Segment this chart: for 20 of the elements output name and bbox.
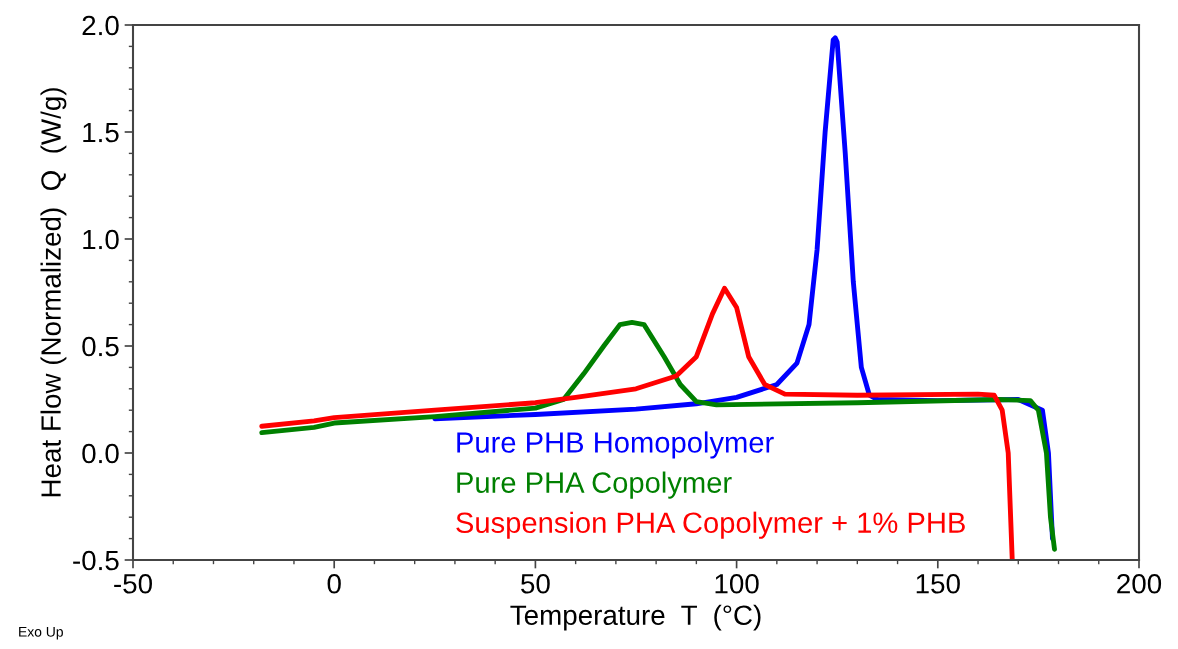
y-tick-label: 0.0 (82, 443, 119, 464)
x-tick-label: 50 (521, 573, 550, 594)
y-tick-label: 2.0 (82, 15, 119, 36)
y-tick-label: 1.5 (83, 122, 119, 143)
x-axis-title: Temperature T (°C) (510, 604, 761, 631)
x-tick-label: -50 (114, 573, 152, 594)
series-label: Pure PHA Copolymer (457, 471, 732, 499)
x-tick-label: 100 (715, 573, 759, 594)
x-tick-label: 150 (916, 573, 960, 594)
x-tick-label: 200 (1117, 573, 1162, 594)
line-series (259, 320, 1057, 552)
series-label: Pure PHB Homopolymer (457, 431, 774, 459)
y-tick-label: 1.0 (83, 229, 119, 250)
y-tick-label: -0.5 (73, 550, 119, 571)
x-tick-label: 0 (327, 573, 341, 594)
y-axis-title: Heat Flow (Normalized) Q (W/g) (40, 88, 67, 497)
line-series (259, 285, 1015, 560)
series-label: Suspension PHA Copolymer + 1% PHB (456, 511, 965, 539)
y-tick-label: 0.5 (82, 336, 119, 357)
text: Exo Up (19, 627, 63, 640)
